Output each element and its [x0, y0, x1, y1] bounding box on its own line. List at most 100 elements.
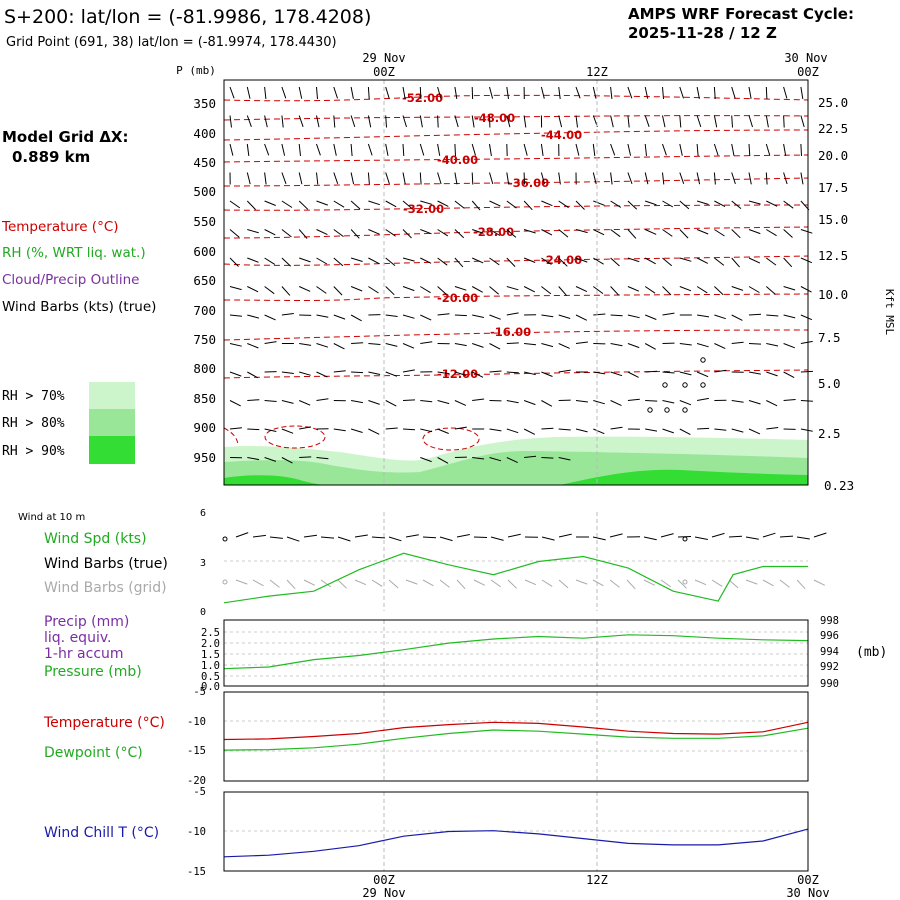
wind-barb [558, 257, 568, 267]
wind-barb [748, 143, 751, 157]
wind-barb [507, 533, 521, 538]
wind-barb [437, 457, 449, 464]
wind-barbs-profile [229, 86, 813, 464]
wind-barb [575, 286, 588, 293]
wind-barb [748, 428, 761, 435]
kft-tick: 15.0 [818, 212, 848, 227]
wind-barb [316, 229, 328, 236]
wind-barb [558, 200, 569, 209]
wind-barb [489, 343, 501, 350]
wind-barb [437, 200, 449, 207]
wind-barb [524, 343, 537, 346]
legend-rh: RH (%, WRT liq. wat.) [2, 245, 146, 261]
wind-barb [660, 579, 672, 588]
wind-barb [610, 314, 623, 317]
wind-barb [368, 343, 381, 345]
calm-marker [682, 579, 688, 585]
wind-barb [662, 143, 667, 156]
wind-barb [644, 229, 657, 235]
wind-barb [643, 579, 656, 586]
wind-barb [246, 115, 252, 127]
wind-barb [766, 200, 778, 207]
wind-barb [609, 579, 620, 588]
wind-barb [229, 427, 242, 430]
wind-barb [247, 399, 260, 401]
wind-barb [696, 143, 699, 157]
wind-barb [402, 369, 415, 373]
wind-barb [679, 343, 692, 346]
p-tick: 800 [193, 361, 216, 376]
kft-tick: 5.0 [818, 376, 841, 391]
wind-barb [354, 534, 368, 538]
precip-panel [223, 619, 809, 687]
wind-barb [506, 229, 517, 238]
wind-barb [541, 257, 552, 265]
wind-barb [610, 426, 623, 430]
cloud-outline-1 [264, 425, 326, 449]
wind-barb [541, 229, 553, 236]
wind-barb [281, 457, 293, 464]
wind-barb [748, 115, 753, 128]
main-panel: -52.00 -48.00 -44.00 -40.00 -36.00 -32.0… [223, 79, 813, 486]
p-tick: 700 [193, 303, 216, 318]
wind-barb [660, 533, 674, 538]
calm-marker [647, 407, 653, 413]
wind-barb [298, 143, 301, 156]
wind-barb [558, 86, 561, 99]
wind-barb [593, 313, 606, 316]
wind-barb [800, 172, 804, 185]
wind-barb [696, 257, 709, 264]
wind-barb [385, 86, 390, 99]
wind-barb [800, 428, 813, 432]
wind-barb [402, 115, 407, 128]
wind-barb [645, 400, 658, 402]
wind-barb [766, 343, 779, 347]
wind-barb [229, 314, 242, 317]
wind-barb [644, 343, 656, 350]
wind-barb [783, 371, 795, 379]
wind-barb [575, 229, 588, 234]
p-tick: 850 [193, 391, 216, 406]
wind-barb [645, 370, 658, 373]
wind-barb [316, 86, 318, 100]
wind-barb [286, 536, 300, 542]
wind-barb [473, 579, 486, 586]
p-tick: 600 [193, 244, 216, 259]
wind-barb [489, 257, 500, 266]
wind-barb [541, 200, 553, 207]
wind-barb [333, 370, 346, 373]
wind-barb [437, 371, 450, 375]
wind-barb [229, 371, 242, 377]
wind-barb [281, 313, 294, 316]
wind-barb [783, 343, 795, 349]
wind-barb [762, 532, 776, 538]
wind-barb [731, 200, 742, 209]
wind-barb [385, 286, 395, 296]
rh90-swatch [89, 436, 135, 464]
wind-barb [368, 428, 380, 435]
wind-barb [662, 428, 674, 434]
wind-barb [645, 428, 658, 432]
legend-wind-barbs: Wind Barbs (kts) (true) [2, 299, 156, 315]
wind-barb [731, 286, 744, 291]
wind-speed-label: Wind Spd (kts) [44, 531, 147, 547]
wind-barb [731, 257, 740, 268]
wind-barb [575, 86, 581, 99]
pres-tick: 990 [820, 678, 839, 690]
wind-barb [627, 343, 640, 349]
wind-barb [714, 314, 726, 320]
wind-barb [264, 115, 268, 128]
wind-barb [303, 579, 316, 586]
wind-barb [264, 286, 275, 295]
wind-barb [281, 200, 293, 208]
rh80-label: RH > 80% [2, 416, 65, 431]
wind-barb [333, 257, 344, 267]
wind-barb [766, 371, 778, 377]
wind-barb [662, 172, 665, 185]
grid-point-subtitle: Grid Point (691, 38) lat/lon = (-81.9974… [6, 35, 337, 50]
wind-barb [388, 536, 402, 542]
wind-barb [713, 172, 716, 185]
wind-barb [235, 532, 249, 538]
wind-barb [731, 86, 736, 99]
wind-barb [402, 86, 406, 99]
